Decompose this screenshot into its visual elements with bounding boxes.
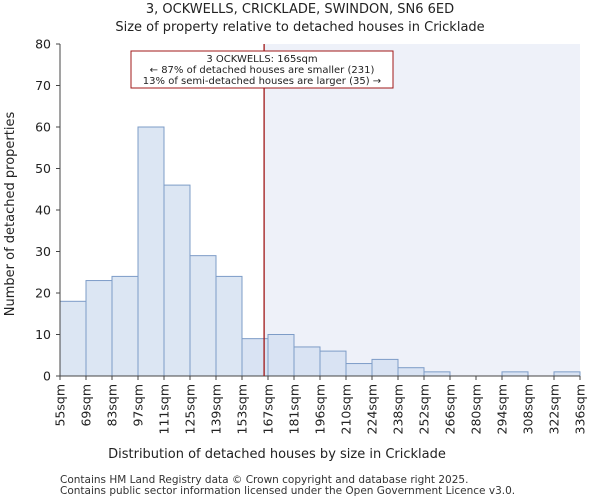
bar-167sqm — [267, 334, 295, 377]
x-tick-label: 322sqm — [547, 384, 562, 434]
x-tick-label: 224sqm — [365, 384, 380, 434]
x-tick-label: 196sqm — [313, 384, 328, 434]
y-tick-label: 70 — [35, 78, 51, 93]
bar-125sqm — [189, 255, 217, 377]
x-tick-label: 167sqm — [261, 384, 276, 434]
y-tick-label: 50 — [35, 161, 51, 176]
bar-294sqm — [501, 371, 529, 377]
annotation-box: 3 OCKWELLS: 165sqm ← 87% of detached hou… — [130, 50, 394, 89]
x-tick-label: 252sqm — [417, 384, 432, 434]
bar-111sqm — [163, 184, 191, 377]
x-tick-label: 83sqm — [105, 384, 120, 427]
x-tick-label: 69sqm — [79, 384, 94, 427]
x-tick-label: 238sqm — [391, 384, 406, 434]
x-tick-label: 55sqm — [53, 384, 68, 427]
footer-line-2: Contains public sector information licen… — [60, 485, 516, 497]
x-tick-label: 111sqm — [157, 384, 172, 434]
bar-181sqm — [293, 346, 321, 377]
bar-224sqm — [371, 358, 399, 377]
x-tick-label: 266sqm — [443, 384, 458, 434]
annotation-line-1: 3 OCKWELLS: 165sqm — [206, 54, 317, 65]
chart-title: 3, OCKWELLS, CRICKLADE, SWINDON, SN6 6ED — [145, 2, 455, 17]
x-ticks-group: 55sqm 69sqm 83sqm 97sqm 111sqm 125sqm 139sqm 15… — [53, 376, 588, 434]
x-tick-label: 294sqm — [495, 384, 510, 434]
bars-group — [59, 126, 581, 377]
larger-region-shade — [264, 44, 580, 376]
bar-83sqm — [111, 275, 139, 377]
bar-69sqm — [85, 280, 113, 377]
footer-line-1: Contains HM Land Registry data © Crown c… — [60, 474, 469, 486]
chart-subtitle: Size of property relative to detached ho… — [115, 20, 485, 35]
bar-238sqm — [397, 367, 425, 377]
y-tick-label: 80 — [35, 37, 51, 52]
x-tick-label: 280sqm — [469, 384, 484, 434]
bar-97sqm — [137, 126, 165, 377]
bar-252sqm — [423, 371, 451, 377]
x-tick-label: 97sqm — [131, 384, 146, 427]
y-tick-label: 0 — [43, 369, 51, 384]
bar-196sqm — [319, 350, 347, 377]
y-tick-label: 10 — [35, 327, 51, 342]
y-axis-label: Number of detached properties — [3, 112, 18, 317]
bar-322sqm — [553, 371, 581, 377]
annotation-line-2: ← 87% of detached houses are smaller (23… — [150, 65, 375, 76]
x-tick-label: 308sqm — [521, 384, 536, 434]
y-tick-label: 60 — [35, 120, 51, 135]
x-tick-label: 139sqm — [209, 384, 224, 434]
x-tick-label: 153sqm — [235, 384, 250, 434]
y-tick-label: 30 — [35, 244, 51, 259]
bar-55sqm — [59, 300, 87, 377]
x-tick-label: 125sqm — [183, 384, 198, 434]
x-tick-label: 336sqm — [573, 384, 588, 434]
bar-139sqm — [215, 275, 243, 377]
y-ticks-group: 0 10 20 30 40 50 60 70 80 — [35, 37, 60, 384]
x-axis-label: Distribution of detached houses by size … — [108, 447, 446, 462]
bar-210sqm — [345, 363, 373, 377]
y-tick-label: 40 — [35, 203, 51, 218]
x-tick-label: 210sqm — [339, 384, 354, 434]
y-tick-label: 20 — [35, 286, 51, 301]
x-tick-label: 181sqm — [287, 384, 302, 434]
annotation-line-3: 13% of semi-detached houses are larger (… — [143, 76, 381, 87]
annotation-frame — [130, 50, 394, 89]
